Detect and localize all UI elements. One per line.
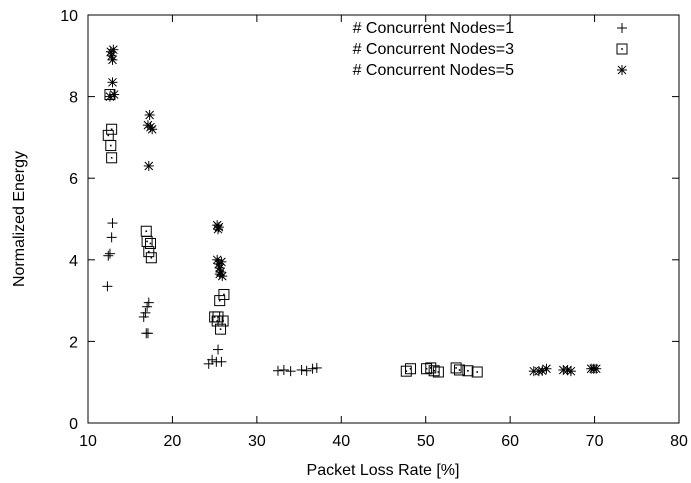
- legend-label-1: # Concurrent Nodes=1: [353, 20, 515, 37]
- point-series-3: [214, 269, 225, 280]
- point-series-3: [104, 91, 115, 102]
- point-series-2: [211, 315, 223, 327]
- point-series-1: [307, 363, 318, 374]
- point-series-1: [106, 232, 117, 243]
- point-series-2: [218, 288, 230, 300]
- point-series-2: [105, 140, 117, 152]
- y-tick-label: 10: [60, 8, 78, 25]
- point-series-2: [106, 123, 118, 135]
- data-points: [102, 44, 602, 378]
- point-series-2: [453, 364, 465, 376]
- point-series-2: [145, 252, 157, 264]
- x-tick-label: 50: [417, 433, 435, 450]
- point-series-2: [471, 366, 483, 378]
- point-series-1: [216, 356, 227, 367]
- point-series-1: [102, 281, 113, 292]
- plot-frame: [87, 14, 680, 424]
- point-series-3: [565, 366, 576, 377]
- point-series-1: [140, 307, 151, 318]
- point-series-2: [428, 365, 440, 377]
- point-series-2: [141, 235, 153, 247]
- point-series-3: [216, 256, 227, 267]
- point-series-3: [537, 365, 548, 376]
- point-series-2: [217, 315, 229, 327]
- point-series-1: [296, 364, 307, 375]
- point-series-1: [278, 364, 289, 375]
- y-tick-label: 8: [69, 90, 78, 107]
- point-series-1: [142, 328, 153, 339]
- point-series-2: [144, 237, 156, 249]
- point-series-1: [104, 248, 115, 259]
- point-series-2: [143, 246, 155, 258]
- point-series-1: [301, 365, 312, 376]
- point-series-3: [106, 50, 117, 61]
- x-tick-label: 20: [164, 433, 182, 450]
- point-series-1: [311, 362, 322, 373]
- point-series-1: [142, 301, 153, 312]
- point-series-3: [144, 109, 155, 120]
- point-series-2: [462, 365, 474, 377]
- point-series-3: [107, 54, 118, 65]
- point-series-1: [103, 250, 114, 261]
- point-series-1: [107, 218, 118, 229]
- point-series-2: [215, 323, 227, 335]
- y-tick-label: 0: [69, 416, 78, 433]
- x-tick-label: 40: [332, 433, 350, 450]
- x-axis-label: Packet Loss Rate [%]: [307, 462, 460, 479]
- point-series-3: [591, 363, 602, 374]
- legend-marker-1: [617, 23, 627, 33]
- point-series-2: [405, 363, 417, 375]
- axis-tick-labels: 10 20 30 40 50 60 70 80 0 2 4 6 8 10: [60, 8, 688, 450]
- axis-ticks: [87, 14, 680, 424]
- x-tick-label: 70: [586, 433, 604, 450]
- x-tick-label: 10: [79, 433, 97, 450]
- x-tick-label: 80: [670, 433, 688, 450]
- point-series-3: [213, 224, 224, 235]
- point-series-2: [450, 362, 462, 374]
- point-series-3: [108, 44, 119, 55]
- point-series-2: [432, 366, 444, 378]
- point-series-1: [213, 344, 224, 355]
- point-series-1: [143, 297, 154, 308]
- point-series-3: [212, 254, 223, 265]
- point-series-3: [107, 77, 118, 88]
- x-tick-label: 30: [248, 433, 266, 450]
- point-series-1: [207, 354, 218, 365]
- y-tick-label: 4: [69, 253, 78, 270]
- x-tick-label: 60: [501, 433, 519, 450]
- legend-marker-3: [617, 65, 627, 75]
- point-series-2: [400, 365, 412, 377]
- point-series-1: [272, 365, 283, 376]
- point-series-2: [425, 362, 437, 374]
- legend-label-3: # Concurrent Nodes=5: [353, 62, 515, 79]
- point-series-2: [214, 295, 226, 307]
- point-series-2: [140, 225, 152, 237]
- point-series-3: [143, 160, 154, 171]
- legend-label-2: # Concurrent Nodes=3: [353, 41, 515, 58]
- point-series-2: [421, 363, 433, 375]
- legend-marker-2: [616, 43, 628, 55]
- y-tick-label: 2: [69, 334, 78, 351]
- y-axis-label: Normalized Energy: [11, 151, 28, 287]
- point-series-1: [138, 311, 149, 322]
- y-tick-label: 6: [69, 171, 78, 188]
- point-series-2: [106, 152, 118, 164]
- point-series-3: [541, 363, 552, 374]
- legend: # Concurrent Nodes=1 # Concurrent Nodes=3…: [353, 20, 628, 79]
- point-series-3: [109, 89, 120, 100]
- point-series-3: [147, 124, 158, 135]
- point-series-1: [285, 366, 296, 377]
- point-series-2: [102, 129, 114, 141]
